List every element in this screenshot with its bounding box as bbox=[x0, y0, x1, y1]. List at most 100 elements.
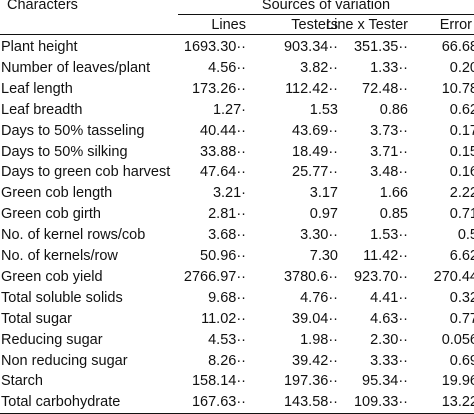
line-x-tester-value-cell: 109.33·· bbox=[353, 394, 408, 411]
character-name-cell: Green cob length bbox=[1, 185, 113, 202]
table-row: Total soluble solids 9.68·· 4.76·· 4.41·· 0.… bbox=[0, 288, 474, 308]
character-name-cell: Non reducing sugar bbox=[1, 352, 128, 369]
lines-value-cell: 4.53·· bbox=[208, 331, 246, 348]
error-value-cell: 66.68 bbox=[441, 39, 474, 55]
column-header-lines: Lines bbox=[211, 17, 246, 33]
error-value-cell: 2.22 bbox=[449, 185, 474, 202]
error-value-cell: 0.5 bbox=[457, 227, 474, 244]
character-name-cell: Days to 50% tasseling bbox=[1, 122, 145, 139]
table-row: Non reducing sugar 8.26·· 39.42·· 3.33·· 0.6… bbox=[0, 351, 474, 371]
lines-value-cell: 1.27· bbox=[212, 101, 246, 118]
table-row: Days to 50% tasseling 40.44·· 43.69·· 3.73·… bbox=[0, 121, 474, 141]
lines-value-cell: 173.26·· bbox=[191, 80, 246, 97]
character-name-cell: Starch bbox=[1, 373, 43, 390]
character-name-cell: Total carbohydrate bbox=[1, 394, 121, 411]
column-header-line-x-tester: Line x Tester bbox=[326, 17, 408, 33]
error-value-cell: 0.71 bbox=[449, 206, 474, 223]
lines-value-cell: 33.88·· bbox=[200, 143, 246, 160]
table-row: Green cob girth 2.81·· 0.97 0.85 0.71 bbox=[0, 204, 474, 224]
column-header-rule bbox=[0, 34, 474, 35]
error-value-cell: 0.056 bbox=[441, 331, 474, 348]
character-name-cell: No. of kernel rows/cob bbox=[1, 227, 146, 244]
table-row: Total sugar 11.02·· 39.04·· 4.63·· 0.77 bbox=[0, 309, 474, 329]
column-header-testers: Testers bbox=[291, 17, 338, 33]
character-name-cell: Reducing sugar bbox=[1, 331, 103, 348]
testers-value-cell: 903.34·· bbox=[283, 39, 338, 55]
line-x-tester-value-cell: 1.66 bbox=[379, 185, 408, 202]
character-name-cell: No. of kernels/row bbox=[1, 248, 118, 264]
sources-rule bbox=[178, 14, 474, 15]
error-value-cell: 0.17 bbox=[449, 122, 474, 139]
lines-value-cell: 3.21· bbox=[212, 185, 246, 202]
line-x-tester-value-cell: 0.85 bbox=[379, 206, 408, 223]
error-value-cell: 19.96 bbox=[441, 373, 474, 390]
lines-value-cell: 47.64·· bbox=[200, 164, 246, 181]
lines-value-cell: 158.14·· bbox=[191, 373, 246, 390]
error-value-cell: 270.44 bbox=[433, 268, 474, 285]
characters-heading: Characters bbox=[7, 0, 78, 13]
testers-value-cell: 3780.6·· bbox=[283, 268, 338, 285]
line-x-tester-value-cell: 4.63·· bbox=[370, 310, 408, 327]
error-value-cell: 0.16 bbox=[449, 164, 474, 181]
character-name-cell: Plant height bbox=[1, 39, 78, 55]
error-value-cell: 13.22 bbox=[441, 394, 474, 411]
testers-value-cell: 4.76·· bbox=[300, 289, 338, 306]
table-row: Green cob yield 2766.97·· 3780.6·· 923.70··… bbox=[0, 267, 474, 287]
character-name-cell: Leaf length bbox=[1, 80, 73, 97]
line-x-tester-value-cell: 1.53·· bbox=[370, 227, 408, 244]
lines-value-cell: 8.26·· bbox=[208, 352, 246, 369]
lines-value-cell: 3.68·· bbox=[208, 227, 246, 244]
testers-value-cell: 39.04·· bbox=[292, 310, 338, 327]
testers-value-cell: 1.53 bbox=[309, 101, 338, 118]
error-value-cell: 0.69 bbox=[449, 352, 474, 369]
lines-value-cell: 2.81·· bbox=[208, 206, 246, 223]
line-x-tester-value-cell: 11.42·· bbox=[363, 248, 408, 264]
testers-value-cell: 18.49·· bbox=[292, 143, 338, 160]
lines-value-cell: 2766.97·· bbox=[183, 268, 246, 285]
error-value-cell: 6.62 bbox=[449, 248, 474, 264]
table-row: Number of leaves/plant 4.56·· 3.82·· 1.33··… bbox=[0, 58, 474, 78]
lines-value-cell: 50.96·· bbox=[200, 248, 246, 264]
character-name-cell: Leaf breadth bbox=[1, 101, 83, 118]
line-x-tester-value-cell: 4.41·· bbox=[370, 289, 408, 306]
character-name-cell: Total soluble solids bbox=[1, 289, 123, 306]
error-value-cell: 10.78 bbox=[441, 80, 474, 97]
line-x-tester-value-cell: 72.48·· bbox=[362, 80, 408, 97]
testers-value-cell: 1.98·· bbox=[300, 331, 338, 348]
table-row: Days to 50% silking 33.88·· 18.49·· 3.71·· 0… bbox=[0, 142, 474, 162]
character-name-cell: Number of leaves/plant bbox=[1, 59, 151, 76]
character-name-cell: Total sugar bbox=[1, 310, 72, 327]
testers-value-cell: 3.82·· bbox=[300, 59, 338, 76]
table-row: Days to green cob harvest 47.64·· 25.77·· 3… bbox=[0, 162, 474, 182]
sources-of-variation-heading: Sources of variation bbox=[261, 0, 391, 13]
testers-value-cell: 25.77·· bbox=[292, 164, 338, 181]
lines-value-cell: 4.56·· bbox=[208, 59, 246, 76]
testers-value-cell: 0.97 bbox=[309, 206, 338, 223]
testers-value-cell: 43.69·· bbox=[292, 122, 338, 139]
testers-value-cell: 197.36·· bbox=[283, 373, 338, 390]
lines-value-cell: 40.44·· bbox=[200, 122, 246, 139]
error-value-cell: 0.62 bbox=[449, 101, 474, 118]
table-row: Leaf breadth 1.27· 1.53 0.86 0.62 bbox=[0, 100, 474, 120]
testers-value-cell: 7.30 bbox=[309, 248, 338, 264]
testers-value-cell: 3.30·· bbox=[300, 227, 338, 244]
table-row: No. of kernel rows/cob 3.68·· 3.30·· 1.53··… bbox=[0, 225, 474, 245]
line-x-tester-value-cell: 1.33·· bbox=[370, 59, 408, 76]
line-x-tester-value-cell: 3.73·· bbox=[370, 122, 408, 139]
line-x-tester-value-cell: 351.35·· bbox=[353, 39, 408, 55]
table-row: Starch 158.14·· 197.36·· 95.34·· 19.96 bbox=[0, 371, 474, 391]
character-name-cell: Green cob girth bbox=[1, 206, 101, 223]
character-name-cell: Days to 50% silking bbox=[1, 143, 128, 160]
line-x-tester-value-cell: 3.71·· bbox=[370, 143, 408, 160]
table-row: Reducing sugar 4.53·· 1.98·· 2.30·· 0.056 bbox=[0, 330, 474, 350]
character-name-cell: Days to green cob harvest bbox=[1, 164, 171, 181]
line-x-tester-value-cell: 2.30·· bbox=[370, 331, 408, 348]
error-value-cell: 0.32 bbox=[449, 289, 474, 306]
line-x-tester-value-cell: 3.48·· bbox=[370, 164, 408, 181]
line-x-tester-value-cell: 0.86 bbox=[379, 101, 408, 118]
table-row: Total carbohydrate 167.63·· 143.58·· 109.33… bbox=[0, 392, 474, 412]
testers-value-cell: 3.17 bbox=[309, 185, 338, 202]
table-row: Plant height 1693.30·· 903.34·· 351.35·· 66.… bbox=[0, 37, 474, 57]
table-row: No. of kernels/row 50.96·· 7.30 11.42·· 6.62 bbox=[0, 246, 474, 266]
